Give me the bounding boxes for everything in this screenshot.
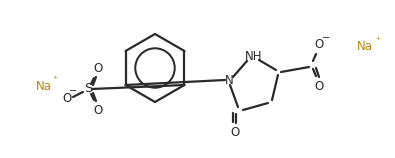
Text: Na: Na xyxy=(357,40,373,54)
Text: −: − xyxy=(69,86,77,96)
Text: O: O xyxy=(230,127,240,140)
Text: ⁺: ⁺ xyxy=(52,75,58,85)
Text: ⁺: ⁺ xyxy=(375,36,381,46)
Text: O: O xyxy=(93,61,103,75)
Text: S: S xyxy=(84,82,92,95)
Text: NH: NH xyxy=(245,51,263,64)
Text: −: − xyxy=(322,33,330,43)
Text: Na: Na xyxy=(36,80,52,94)
Text: O: O xyxy=(314,79,324,92)
Text: O: O xyxy=(314,37,324,51)
Text: O: O xyxy=(62,91,71,104)
Text: O: O xyxy=(93,103,103,116)
Text: N: N xyxy=(225,73,233,86)
